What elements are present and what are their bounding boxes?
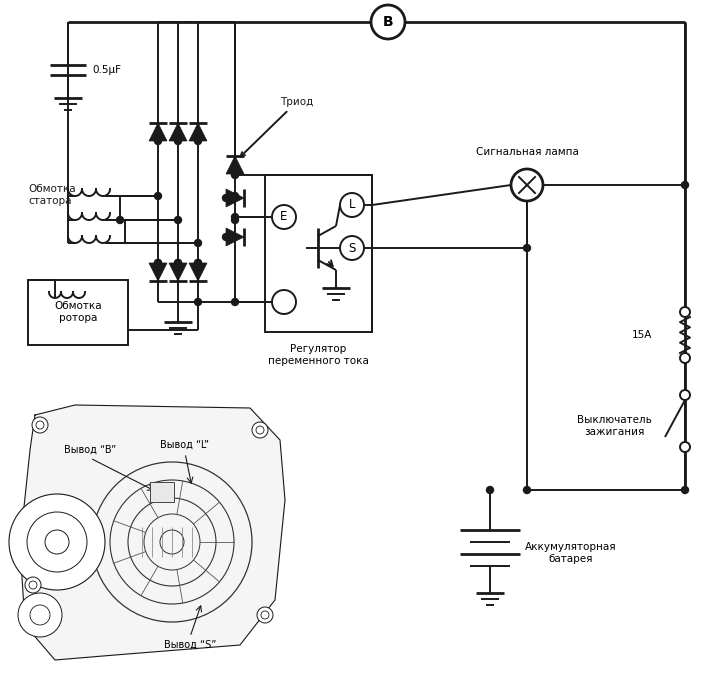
Circle shape [680, 353, 690, 363]
Text: Триод: Триод [241, 97, 313, 157]
Circle shape [231, 172, 239, 179]
Polygon shape [226, 156, 244, 174]
Circle shape [682, 181, 689, 189]
Polygon shape [226, 189, 244, 207]
Circle shape [194, 239, 202, 246]
Text: Обмотка
ротора: Обмотка ротора [54, 301, 102, 323]
Circle shape [231, 170, 239, 178]
Circle shape [32, 417, 48, 433]
Circle shape [257, 607, 273, 623]
Circle shape [117, 217, 123, 224]
Circle shape [18, 593, 62, 637]
Circle shape [36, 421, 44, 429]
Text: Сигнальная лампа: Сигнальная лампа [476, 147, 579, 157]
Circle shape [523, 244, 531, 252]
Circle shape [154, 259, 162, 267]
Circle shape [154, 137, 162, 144]
Text: Регулятор
переменного тока: Регулятор переменного тока [268, 344, 369, 366]
Text: Вывод “B”: Вывод “B” [64, 445, 116, 455]
Circle shape [272, 290, 296, 314]
Circle shape [231, 213, 239, 220]
Circle shape [680, 390, 690, 400]
Circle shape [175, 137, 181, 144]
Polygon shape [169, 123, 187, 141]
Circle shape [45, 530, 69, 554]
Text: Аккумуляторная
батарея: Аккумуляторная батарея [525, 542, 617, 564]
Circle shape [194, 137, 202, 144]
Circle shape [680, 307, 690, 317]
Polygon shape [149, 123, 167, 141]
Text: 15A: 15A [631, 330, 652, 340]
Circle shape [194, 259, 202, 267]
Circle shape [194, 298, 202, 306]
Circle shape [223, 233, 230, 241]
Circle shape [231, 217, 239, 224]
Circle shape [680, 442, 690, 452]
Text: B: B [383, 15, 393, 29]
Bar [150, 482, 174, 502]
Circle shape [256, 426, 264, 434]
Circle shape [511, 169, 543, 201]
Circle shape [30, 605, 50, 625]
Circle shape [252, 422, 268, 438]
Polygon shape [169, 263, 187, 281]
Circle shape [272, 205, 296, 229]
Text: Выключатель
зажигания: Выключатель зажигания [577, 415, 652, 437]
Text: 0.5μF: 0.5μF [92, 65, 121, 75]
Polygon shape [20, 405, 285, 660]
Circle shape [231, 298, 239, 306]
Circle shape [175, 259, 181, 267]
Bar [28, 280, 128, 345]
Circle shape [523, 486, 531, 493]
Polygon shape [189, 263, 207, 281]
Circle shape [682, 486, 689, 493]
Circle shape [154, 259, 162, 267]
Bar [265, 175, 372, 332]
Circle shape [371, 5, 405, 39]
Circle shape [486, 486, 494, 493]
Circle shape [175, 217, 181, 224]
Circle shape [154, 192, 162, 200]
Text: L: L [349, 198, 355, 211]
Circle shape [29, 581, 37, 589]
Polygon shape [149, 263, 167, 281]
Circle shape [340, 236, 364, 260]
Circle shape [194, 259, 202, 267]
Text: Обмотка
статора: Обмотка статора [28, 184, 75, 206]
Circle shape [175, 259, 181, 267]
Text: Вывод “L”: Вывод “L” [160, 440, 210, 450]
Circle shape [27, 512, 87, 572]
Text: S: S [348, 241, 356, 254]
Circle shape [9, 494, 105, 590]
Text: Вывод “S”: Вывод “S” [164, 640, 216, 650]
Circle shape [25, 577, 41, 593]
Polygon shape [226, 228, 244, 246]
Circle shape [231, 192, 239, 200]
Circle shape [223, 194, 230, 202]
Polygon shape [189, 123, 207, 141]
Circle shape [340, 193, 364, 217]
Text: E: E [281, 211, 288, 224]
Circle shape [261, 611, 269, 619]
